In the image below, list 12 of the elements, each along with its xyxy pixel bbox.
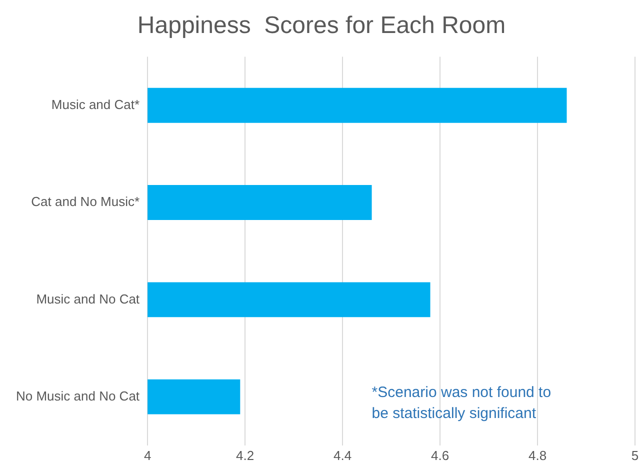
y-tick-label: No Music and No Cat bbox=[16, 388, 140, 404]
x-tick-label: 4 bbox=[144, 448, 152, 463]
x-tick-label: 4.6 bbox=[430, 448, 450, 463]
x-tick-label: 4.8 bbox=[528, 448, 547, 463]
y-tick-label: Music and Cat* bbox=[51, 96, 140, 112]
x-tick-label: 4.4 bbox=[333, 448, 352, 463]
chart-title: Happiness Scores for Each Room bbox=[137, 12, 506, 40]
x-tick-label: 5 bbox=[631, 448, 639, 463]
x-tick-label: 4.2 bbox=[236, 448, 254, 463]
y-tick-label: Music and No Cat bbox=[36, 291, 140, 306]
y-tick-label: Cat and No Music* bbox=[31, 194, 140, 210]
annotation: *Scenario was not found to be statistically significant bbox=[372, 384, 552, 422]
